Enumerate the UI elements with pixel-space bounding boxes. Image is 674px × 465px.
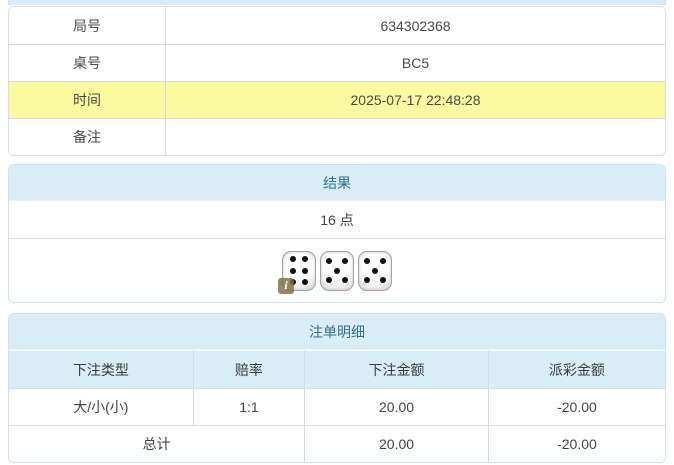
bet-detail-panel: 注单明细 下注类型 赔率 下注金额 派彩金额 大/小(小) 1:1 20.00 … [8, 313, 666, 463]
total-bet-amount-cell: 20.00 [304, 425, 488, 462]
remark-label: 备注 [9, 118, 165, 155]
bet-type-cell: 大/小(小) [9, 388, 193, 425]
table-row-total: 总计 20.00 -20.00 [9, 425, 665, 462]
table-id-value: BC5 [165, 44, 665, 81]
game-id-label: 局号 [9, 7, 165, 44]
info-icon[interactable]: i [278, 277, 294, 294]
total-label-cell: 总计 [9, 425, 305, 462]
bet-odds-cell: 1:1 [192, 388, 305, 425]
die-3-face-5 [358, 250, 392, 291]
result-panel: 结果 16 点 i [8, 164, 666, 303]
table-row-remark: 备注 [9, 118, 665, 155]
table-id-label: 桌号 [9, 44, 165, 81]
result-section-title: 结果 [9, 165, 665, 201]
table-row-game-id: 局号 634302368 [9, 7, 665, 44]
time-value: 2025-07-17 22:48:28 [165, 81, 665, 118]
die-1-face-6: i [278, 250, 316, 294]
col-header-payout: 派彩金额 [487, 350, 665, 388]
table-row-time: 时间 2025-07-17 22:48:28 [9, 81, 665, 118]
table-row-bet: 大/小(小) 1:1 20.00 -20.00 [9, 388, 665, 425]
time-label: 时间 [9, 81, 165, 118]
dice-row: i [9, 239, 665, 302]
bet-detail-table: 下注类型 赔率 下注金额 派彩金额 大/小(小) 1:1 20.00 -20.0… [9, 350, 665, 462]
col-header-bet-amount: 下注金额 [304, 350, 488, 388]
result-points: 16 点 [9, 201, 665, 239]
die-2-face-5 [320, 250, 354, 291]
col-header-odds: 赔率 [192, 350, 305, 388]
game-id-value: 634302368 [165, 7, 665, 44]
bet-amount-cell: 20.00 [304, 388, 488, 425]
dice-group: i [278, 250, 394, 294]
bet-section-title: 注单明细 [9, 314, 665, 350]
bet-header-row: 下注类型 赔率 下注金额 派彩金额 [9, 350, 665, 388]
top-header-strip [8, 0, 666, 5]
col-header-bet-type: 下注类型 [9, 350, 193, 388]
game-info-panel: 局号 634302368 桌号 BC5 时间 2025-07-17 22:48:… [8, 6, 666, 156]
remark-value [165, 118, 665, 155]
table-row-table-id: 桌号 BC5 [9, 44, 665, 81]
bet-payout-cell: -20.00 [487, 388, 665, 425]
total-payout-cell: -20.00 [487, 425, 665, 462]
game-info-table: 局号 634302368 桌号 BC5 时间 2025-07-17 22:48:… [9, 7, 665, 155]
